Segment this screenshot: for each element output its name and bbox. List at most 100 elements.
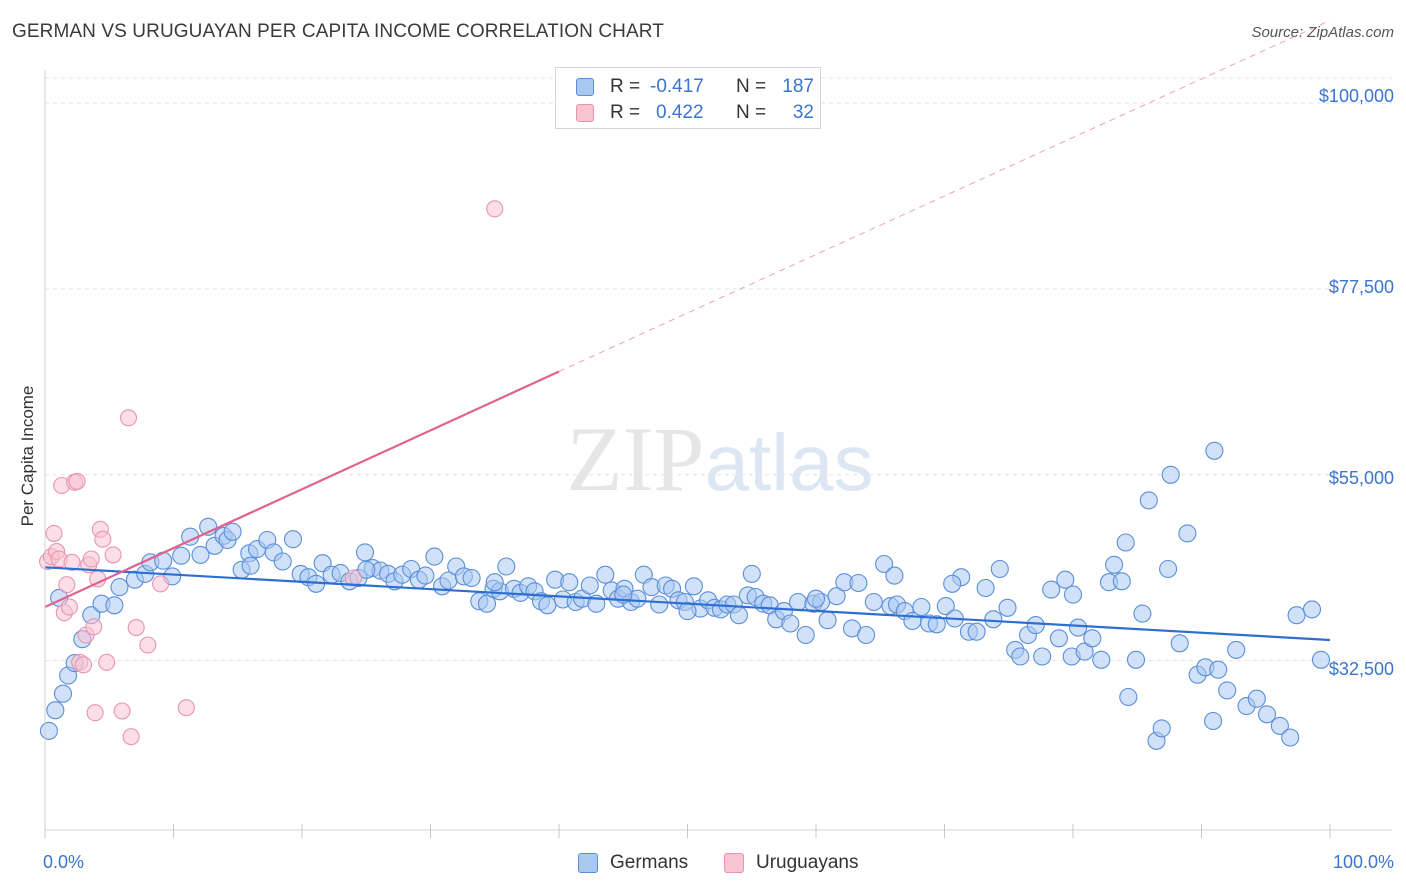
germans-point: [1218, 681, 1237, 700]
y-tick-77500: $77,500: [1328, 277, 1394, 297]
x-tick-min: 0.0%: [43, 852, 85, 872]
germans-point: [788, 592, 808, 612]
uruguayans-point: [82, 550, 100, 568]
germans-point: [1204, 711, 1223, 731]
germans-point: [796, 625, 815, 645]
germans-point: [53, 684, 73, 703]
germans-point: [1257, 705, 1277, 724]
uruguayans-point: [122, 728, 140, 746]
germans-point: [936, 597, 955, 616]
germans-point: [580, 576, 599, 595]
y-tick-32500: $32,500: [1328, 659, 1394, 679]
uruguayans-point: [85, 618, 103, 636]
germans-point: [1092, 650, 1111, 669]
germans-point: [1170, 634, 1189, 653]
uruguayans-point: [58, 576, 76, 594]
germans-point: [1287, 606, 1306, 625]
uruguayans-point: [86, 704, 104, 722]
germans-point: [1011, 647, 1030, 666]
germans-point: [849, 573, 868, 593]
source-label: Source: ZipAtlas.com: [1251, 24, 1394, 41]
germans-point: [462, 568, 481, 588]
uruguayans-legend-swatch: [724, 853, 744, 873]
germans-point: [967, 622, 986, 641]
germans-point: [684, 577, 703, 596]
germans-point: [827, 587, 846, 606]
chart-title: GERMAN VS URUGUAYAN PER CAPITA INCOME CO…: [12, 21, 664, 42]
germans-point: [976, 578, 995, 598]
n-value: 32: [792, 102, 814, 123]
germans-trend-line: [44, 566, 1331, 642]
germans-point: [781, 614, 800, 633]
legend-row-uruguayans: R = 0.422 N = 32: [576, 100, 814, 126]
germans-legend-swatch: [578, 853, 598, 873]
uruguayans-point: [344, 569, 362, 587]
germans-point: [875, 554, 894, 574]
germans-point: [943, 574, 962, 593]
legend-row-germans: R = -0.417 N = 187: [576, 74, 814, 100]
uruguayans-point: [152, 575, 170, 593]
germans-point: [1033, 647, 1052, 666]
germans-point: [357, 560, 376, 579]
germans-point: [857, 625, 876, 645]
uruguayans-point: [98, 653, 116, 671]
germans-point: [560, 573, 579, 592]
germans-point: [1270, 716, 1289, 735]
germans-point: [1311, 650, 1331, 669]
germans-point: [355, 543, 375, 562]
germans-point: [283, 530, 303, 549]
germans-point: [223, 522, 242, 541]
germans-point: [1205, 441, 1224, 460]
uruguayans-legend-label: Uruguayans: [756, 852, 859, 873]
germans-point: [273, 552, 292, 571]
germans-point: [1026, 616, 1045, 635]
germans-point: [538, 596, 557, 615]
watermark-zip: ZIP: [567, 408, 705, 510]
germans-point: [477, 594, 497, 613]
x-axis: [44, 70, 1392, 838]
germans-point: [1161, 465, 1180, 484]
germans-swatch: [576, 78, 594, 96]
germans-point: [1126, 650, 1146, 669]
germans-point: [1119, 687, 1138, 707]
uruguayans-point: [68, 472, 86, 490]
uruguayans-point: [177, 699, 195, 717]
uruguayans-point: [139, 636, 157, 654]
y-tick-55000: $55,000: [1328, 468, 1394, 488]
germans-point: [1209, 660, 1228, 679]
germans-point: [1056, 570, 1075, 589]
uruguayans-point: [113, 702, 131, 720]
germans-point: [105, 596, 124, 615]
germans-point: [912, 597, 931, 617]
germans-point: [1116, 533, 1135, 552]
germans-point: [39, 721, 58, 740]
trend-lines: [558, 19, 1331, 372]
correlation-legend: R = -0.417 N = 187 R = 0.422 N = 32: [555, 67, 821, 129]
uruguayans-trend-extension: [558, 19, 1331, 372]
watermark-atlas: atlas: [705, 418, 874, 507]
germans-point: [998, 598, 1017, 617]
uruguayans-point: [94, 530, 112, 548]
y-tick-100000: $100,000: [1318, 86, 1394, 106]
germans-point: [742, 564, 761, 583]
germans-point: [1152, 719, 1171, 738]
uruguayans-point: [127, 619, 145, 637]
germans-point: [818, 611, 837, 630]
r-value: -0.417: [650, 76, 704, 97]
germans-point: [1063, 585, 1083, 604]
uruguayans-point: [104, 546, 122, 564]
germans-point: [485, 573, 504, 592]
uruguayans-point: [74, 656, 93, 674]
germans-point: [1178, 524, 1197, 543]
r-label: R =: [610, 102, 641, 123]
germans-point: [191, 545, 210, 564]
uruguayans-point: [45, 524, 63, 542]
n-value: 187: [782, 76, 814, 97]
germans-point: [1281, 728, 1300, 747]
germans-legend-label: Germans: [610, 852, 689, 873]
legend-uruguayans: Uruguayans: [724, 852, 858, 874]
germans-point: [46, 701, 65, 720]
germans-point: [984, 610, 1003, 629]
legend-germans: Germans: [578, 852, 688, 874]
